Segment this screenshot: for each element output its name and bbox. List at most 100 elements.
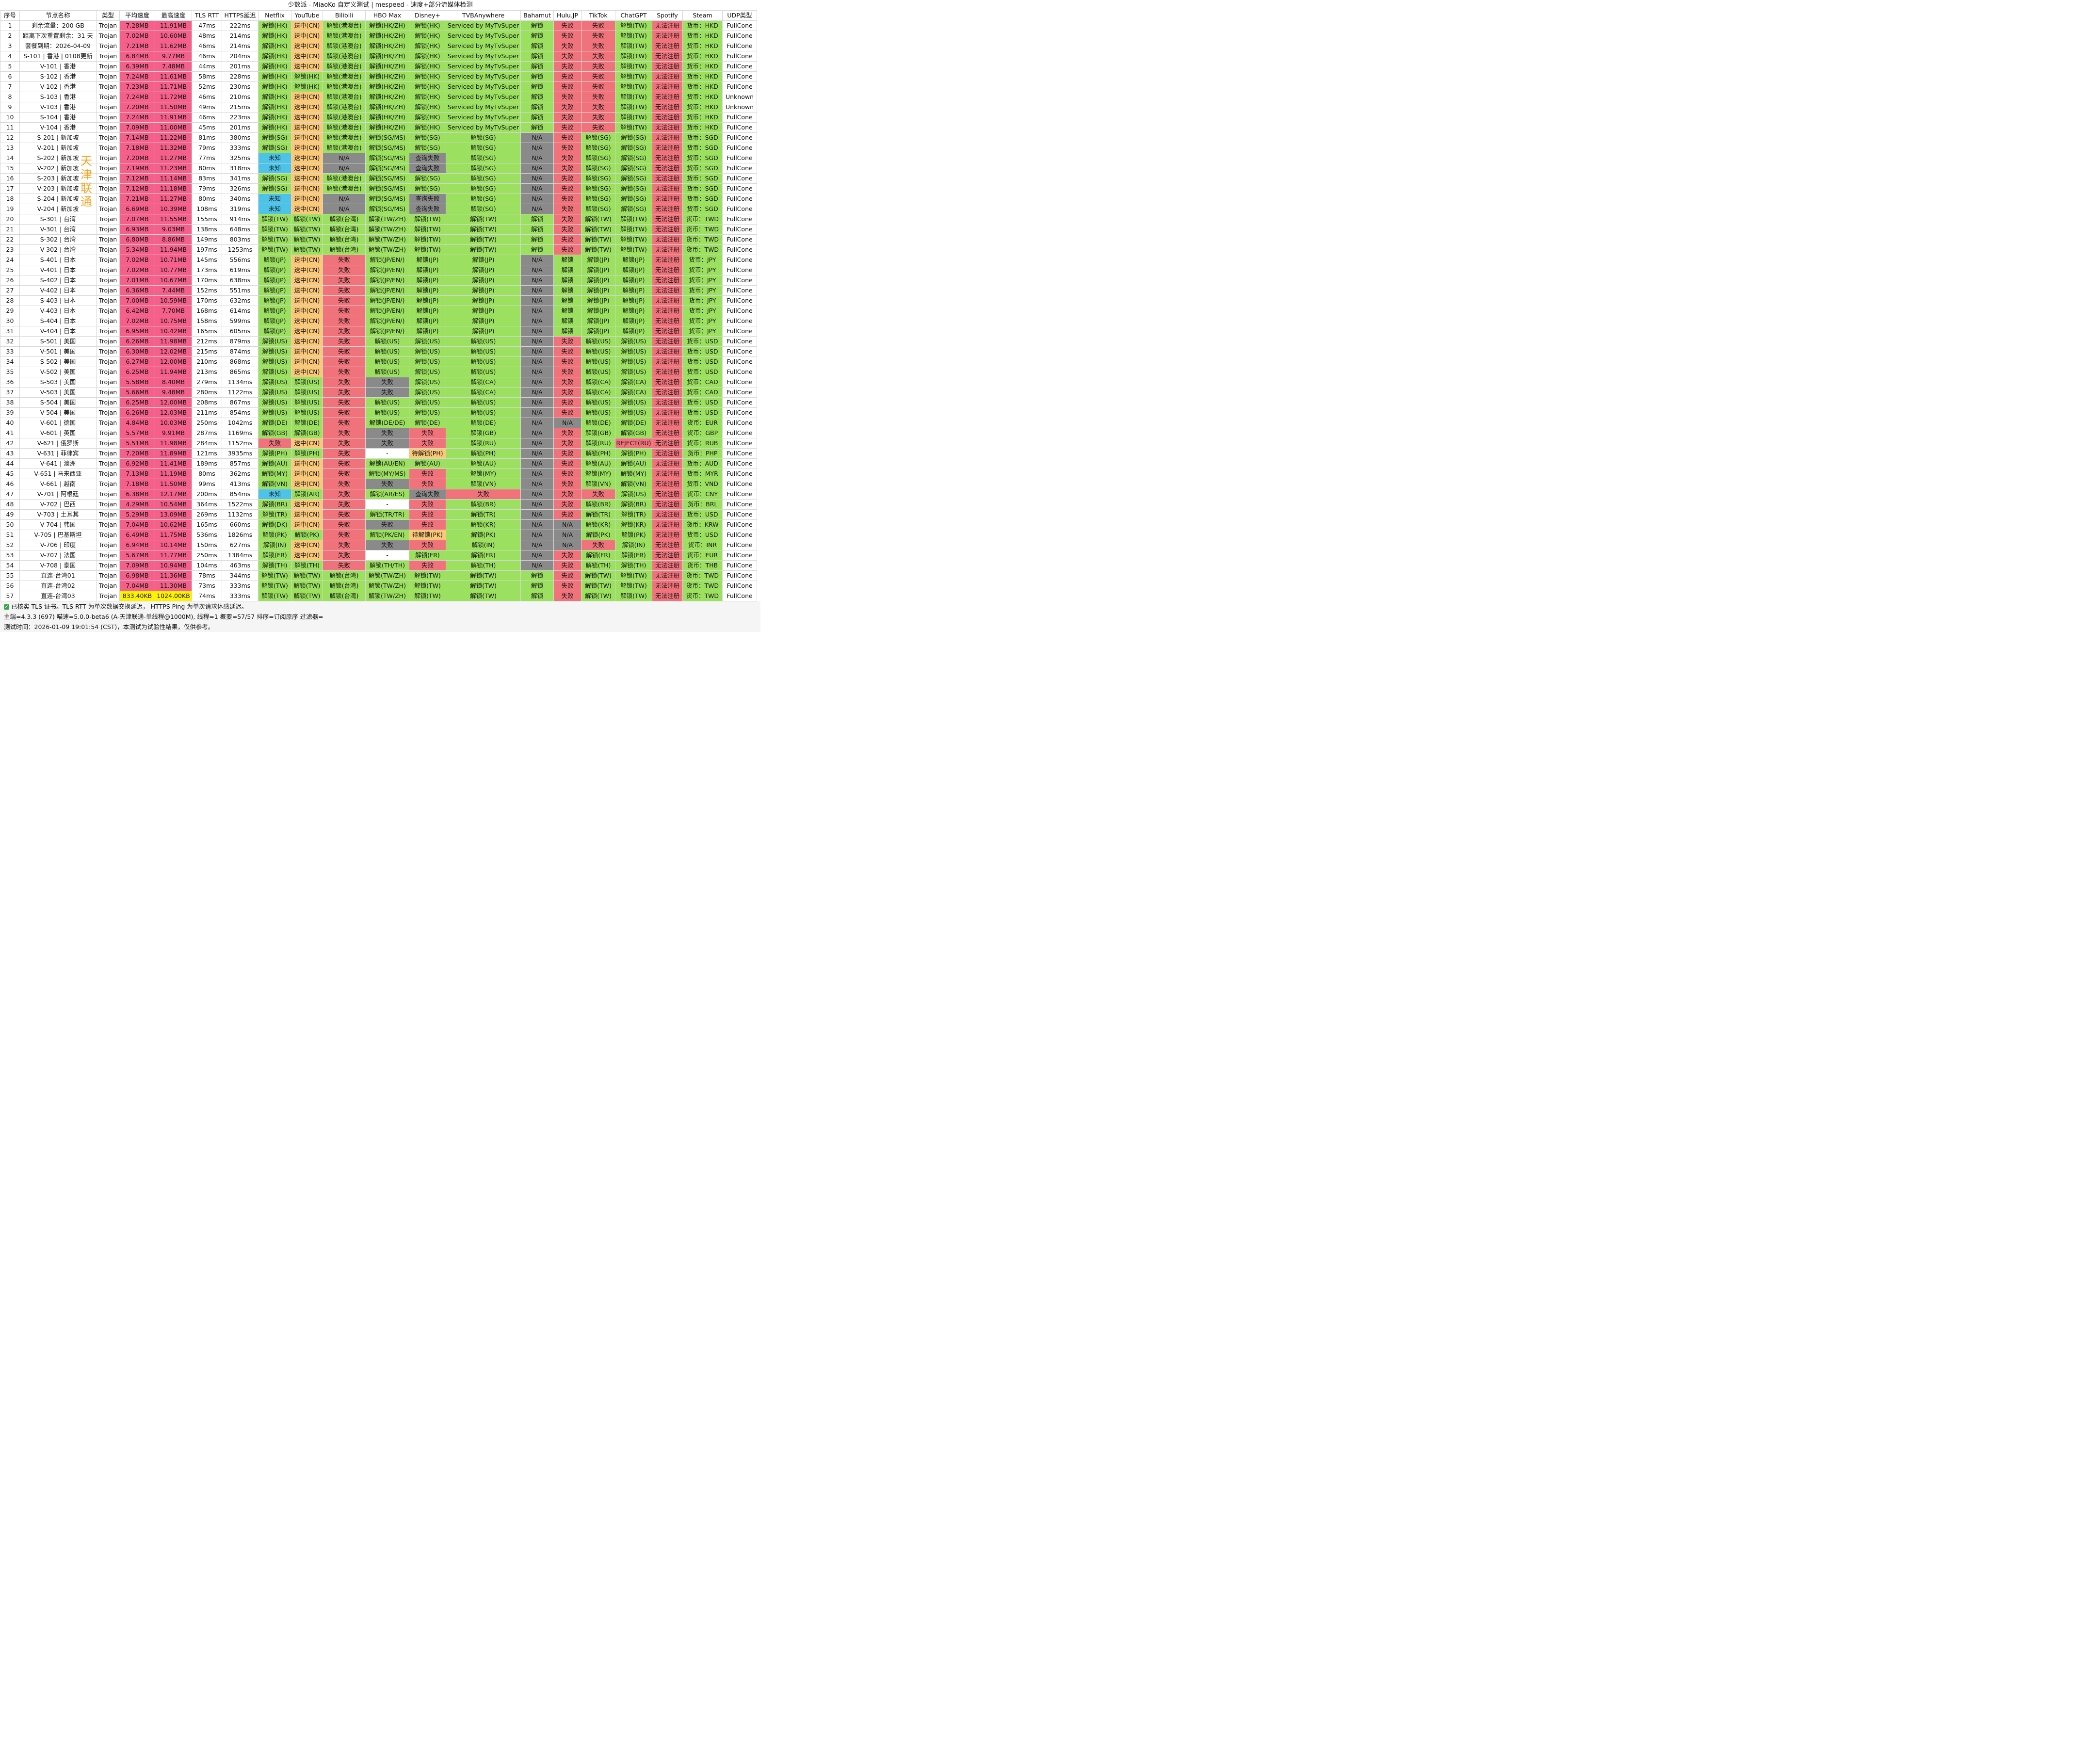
table-cell: 212ms [192, 336, 222, 347]
table-cell: 解锁(MY/MS) [365, 469, 409, 479]
table-cell: 49 [0, 509, 20, 520]
table-cell: FullCone [722, 367, 757, 377]
table-cell: FullCone [722, 234, 757, 245]
table-cell: 7.20MB [119, 153, 155, 163]
table-cell: 解锁(HK) [258, 122, 291, 133]
table-cell: 解锁(TW) [291, 244, 323, 255]
table-cell: V-601 | 德国 [19, 418, 97, 428]
table-cell: 解锁(TH) [446, 560, 521, 571]
table-cell: 解锁(JP) [258, 295, 291, 306]
table-cell: 无法注册 [652, 51, 683, 62]
table-cell: 80ms [192, 163, 222, 174]
table-cell: 解锁(US) [258, 356, 291, 367]
table-cell: 解锁(港澳台) [323, 51, 366, 62]
table-cell: 送中(CN) [291, 102, 323, 113]
column-header: 平均速度 [119, 10, 155, 21]
table-cell: N/A [520, 306, 554, 316]
table-cell: 解锁 [520, 81, 554, 92]
table-cell: 解锁 [520, 71, 554, 82]
table-cell: 解锁(SG/MS) [365, 173, 409, 184]
table-cell: 货币：HKD [682, 71, 723, 82]
table-row: 49 V-703 | 土耳其 Trojan 5.29MB 13.09MB 269ms 113… [0, 509, 757, 520]
table-row: 26 S-402 | 日本 Trojan 7.01MB 10.67MB 170ms 638m… [0, 275, 757, 286]
table-cell: 解锁(JP) [258, 285, 291, 296]
table-row: 51 V-705 | 巴基斯坦 Trojan 6.49MB 11.75MB 536ms 18… [0, 530, 757, 540]
table-cell: 26 [0, 275, 20, 286]
table-cell: N/A [520, 438, 554, 449]
table-cell: 解锁(JP) [409, 255, 446, 265]
table-cell: 解锁(JP) [409, 285, 446, 296]
table-cell: 201ms [222, 122, 258, 133]
table-cell: 914ms [222, 214, 258, 225]
table-row: 29 V-403 | 日本 Trojan 6.42MB 7.70MB 168ms 614ms… [0, 306, 757, 316]
table-cell: 43 [0, 448, 20, 459]
table-cell: 解锁(HK/ZH) [365, 102, 409, 113]
table-row: 15 V-202 | 新加坡 Trojan 7.19MB 11.23MB 80ms 318m… [0, 163, 757, 174]
table-cell: 50 [0, 519, 20, 530]
table-cell: 解锁(US) [365, 336, 409, 347]
table-cell: 送中(CN) [291, 41, 323, 51]
table-cell: 874ms [222, 346, 258, 357]
table-cell: 解锁(RU) [446, 438, 521, 449]
table-cell: FullCone [722, 489, 757, 500]
table-cell: 解锁(US) [258, 397, 291, 408]
table-cell: 解锁 [520, 31, 554, 41]
table-cell: 31 [0, 326, 20, 337]
table-cell: 解锁(AU) [446, 458, 521, 469]
table-cell: 失败 [553, 31, 582, 41]
table-cell: FullCone [722, 153, 757, 163]
table-cell: 解锁(HK/ZH) [365, 112, 409, 123]
table-cell: 解锁(US) [409, 356, 446, 367]
table-cell: 解锁(TW) [258, 214, 291, 225]
table-cell: 无法注册 [652, 234, 683, 245]
table-cell: 解锁(TW) [581, 224, 615, 235]
table-cell: 1024.00KB [155, 591, 192, 601]
table-cell: 解锁(US) [409, 397, 446, 408]
table-cell: 1132ms [222, 509, 258, 520]
table-cell: FullCone [722, 387, 757, 398]
table-cell: Trojan [96, 540, 120, 550]
table-cell: 5.34MB [119, 244, 155, 255]
table-cell: 失败 [365, 540, 409, 550]
table-cell: 失败 [323, 316, 366, 326]
table-cell: 货币：SGD [682, 204, 723, 214]
table-cell: 解锁 [520, 102, 554, 113]
table-cell: N/A [520, 397, 554, 408]
table-cell: S-404 | 日本 [19, 316, 97, 326]
table-cell: Trojan [96, 61, 120, 72]
results-table: 序号 节点名称 类型 平均速度 最高速度 TLS RTT HTTPS延迟 Netflix You… [0, 10, 757, 601]
table-cell: 解锁(TW) [581, 214, 615, 225]
table-cell: 解锁(TW) [581, 581, 615, 591]
column-header: ChatGPT [615, 10, 652, 21]
table-cell: 送中(CN) [291, 194, 323, 204]
table-cell: Trojan [96, 41, 120, 51]
table-cell: 解锁 [520, 581, 554, 591]
table-cell: 失败 [323, 387, 366, 398]
table-cell: V-704 | 韩国 [19, 519, 97, 530]
table-cell: 11.50MB [155, 102, 192, 113]
table-cell: 解锁(SG) [446, 153, 521, 163]
table-cell: 解锁(JP) [409, 275, 446, 286]
table-cell: 失败 [323, 428, 366, 438]
table-cell: 解锁(TW) [581, 570, 615, 581]
table-cell: 7.21MB [119, 194, 155, 204]
table-cell: 无法注册 [652, 550, 683, 561]
table-cell: 3935ms [222, 448, 258, 459]
table-cell: 6.30MB [119, 346, 155, 357]
table-cell: 230ms [222, 81, 258, 92]
table-cell: 解锁(JP) [446, 255, 521, 265]
table-cell: 解锁(US) [615, 356, 652, 367]
table-cell: 失败 [409, 428, 446, 438]
table-cell: Trojan [96, 244, 120, 255]
table-cell: FullCone [722, 591, 757, 601]
table-cell: 货币：TWD [682, 591, 723, 601]
table-cell: 10.60MB [155, 31, 192, 41]
table-cell: 解锁(AU) [615, 458, 652, 469]
table-cell: 无法注册 [652, 224, 683, 235]
table-cell: 463ms [222, 560, 258, 571]
table-cell: 送中(CN) [291, 540, 323, 550]
table-cell: 155ms [192, 214, 222, 225]
table-cell: 10.77MB [155, 265, 192, 275]
table-cell: 解锁 [520, 112, 554, 123]
table-cell: 解锁(HK/ZH) [365, 41, 409, 51]
